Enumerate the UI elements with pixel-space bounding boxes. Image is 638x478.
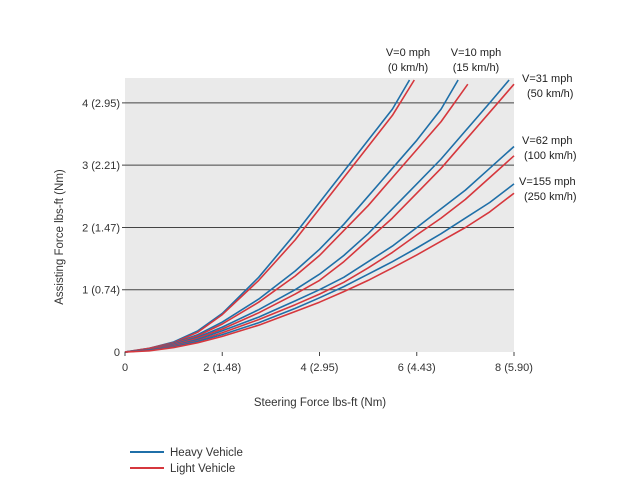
x-tick-label-2: 4 (2.95): [301, 362, 339, 374]
series-v-155-mph-light-vehicle: [124, 192, 515, 353]
annotation-v62-line1: V=62 mph: [522, 135, 572, 147]
annotation-v62: V=62 mph (100 km/h): [522, 135, 577, 162]
x-tick-label-4: 8 (5.90): [495, 362, 533, 374]
annotation-v0-line2: (0 km/h): [388, 62, 428, 74]
annotation-v31-line1: V=31 mph: [522, 73, 572, 85]
legend: Heavy Vehicle Light Vehicle: [130, 447, 243, 475]
annotation-v10-line2: (15 km/h): [453, 62, 499, 74]
x-tick-labels: 0 2 (1.48) 4 (2.95) 6 (4.43) 8 (5.90): [122, 352, 533, 374]
legend-label-light: Light Vehicle: [170, 463, 235, 475]
annotation-v31-line2: (50 km/h): [527, 88, 573, 100]
annotation-v10: V=10 mph (15 km/h): [451, 47, 501, 74]
annotation-v155: V=155 mph (250 km/h): [519, 176, 577, 203]
y-tick-label-3: 3 (2.21): [82, 160, 120, 172]
series-v-31-mph-light-vehicle: [124, 83, 515, 353]
series-v-155-mph-heavy-vehicle: [124, 183, 515, 353]
annotation-v0: V=0 mph (0 km/h): [386, 47, 430, 74]
plot-area: [125, 78, 514, 352]
annotation-v31: V=31 mph (50 km/h): [522, 73, 573, 100]
y-tick-label-4: 4 (2.95): [82, 98, 120, 110]
x-tick-label-0: 0: [122, 362, 128, 374]
y-tick-labels: 0 1 (0.74) 2 (1.47) 3 (2.21) 4 (2.95): [82, 98, 120, 359]
y-axis-label: Assisting Force lbs-ft (Nm): [54, 169, 66, 305]
annotation-v155-line1: V=155 mph: [519, 176, 576, 188]
y-tick-label-1: 1 (0.74): [82, 285, 120, 297]
x-tick-label-1: 2 (1.48): [203, 362, 241, 374]
series-v-62-mph-heavy-vehicle: [124, 145, 515, 353]
legend-label-heavy: Heavy Vehicle: [170, 447, 243, 459]
annotation-v155-line2: (250 km/h): [524, 191, 577, 203]
y-tick-label-2: 2 (1.47): [82, 222, 120, 234]
x-tick-label-3: 6 (4.43): [398, 362, 436, 374]
x-axis-label: Steering Force lbs-ft (Nm): [254, 397, 386, 409]
annotation-v62-line2: (100 km/h): [524, 150, 577, 162]
series-lines: [124, 79, 515, 353]
y-tick-label-0: 0: [114, 347, 120, 359]
annotation-v0-line1: V=0 mph: [386, 47, 430, 59]
series-v-31-mph-heavy-vehicle: [124, 79, 510, 353]
annotation-v10-line1: V=10 mph: [451, 47, 501, 59]
